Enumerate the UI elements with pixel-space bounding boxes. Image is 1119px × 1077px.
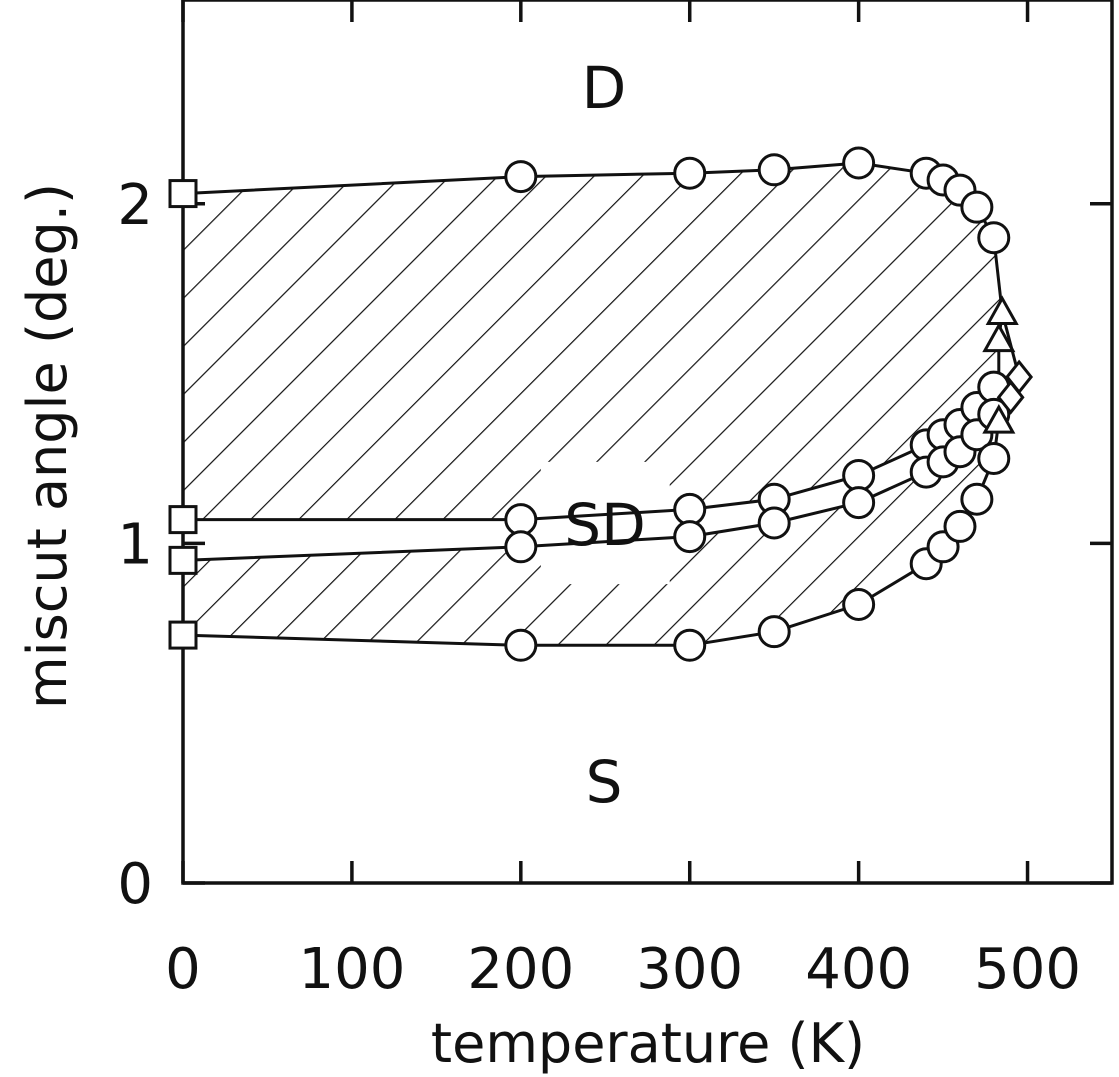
- diamond-marker: [996, 379, 1025, 415]
- circle-marker: [673, 492, 707, 526]
- circle-marker: [960, 190, 994, 224]
- x-tick-label: 400: [805, 937, 912, 1002]
- square-marker: [168, 620, 198, 650]
- x-tick-label: 200: [467, 937, 574, 1002]
- y-tick-label: 2: [117, 173, 153, 238]
- region-label-s: S: [586, 748, 623, 816]
- circle-marker: [943, 509, 977, 543]
- region-label-sd: SD: [564, 491, 645, 559]
- triangle-marker: [985, 295, 1019, 325]
- sd-label-background: [540, 461, 670, 585]
- circle-marker: [757, 153, 791, 187]
- x-tick-label: 300: [636, 937, 743, 1002]
- y-axis-title: miscut angle (deg.): [16, 183, 79, 709]
- square-marker: [168, 179, 198, 209]
- y-tick-label: 1: [117, 512, 153, 577]
- triangle-marker: [982, 404, 1016, 434]
- circle-marker: [673, 628, 707, 662]
- circle-marker: [842, 146, 876, 180]
- circle-marker: [842, 588, 876, 622]
- circle-marker: [504, 628, 538, 662]
- plot-frame-border: [181, 0, 1114, 885]
- circle-marker: [757, 615, 791, 649]
- circle-marker: [842, 486, 876, 520]
- circle-marker: [842, 458, 876, 492]
- circle-marker: [673, 520, 707, 554]
- x-tick-label: 0: [165, 937, 201, 1002]
- x-axis-title: temperature (K): [431, 1012, 865, 1075]
- triangle-marker: [982, 322, 1016, 353]
- y-tick-label: 0: [117, 852, 153, 917]
- region-label-d: D: [582, 54, 627, 122]
- tick-labels: 0 100 200 300 400 500 0 1 2: [117, 173, 1081, 1002]
- circle-marker: [504, 530, 538, 564]
- circle-marker: [504, 503, 538, 537]
- x-tick-label: 100: [298, 937, 405, 1002]
- data-markers: [168, 146, 1034, 662]
- circle-marker: [504, 160, 538, 194]
- circle-marker: [960, 482, 994, 516]
- sd-region: [183, 163, 1020, 646]
- circle-marker: [757, 506, 791, 540]
- inner-band-cutout: [183, 387, 994, 561]
- circle-marker: [977, 221, 1011, 255]
- plot-frame: [181, 0, 1114, 885]
- x-tick-label: 500: [974, 937, 1081, 1002]
- square-marker: [168, 505, 198, 535]
- circle-marker: [977, 441, 1011, 475]
- circle-marker: [673, 156, 707, 190]
- square-marker: [168, 545, 198, 575]
